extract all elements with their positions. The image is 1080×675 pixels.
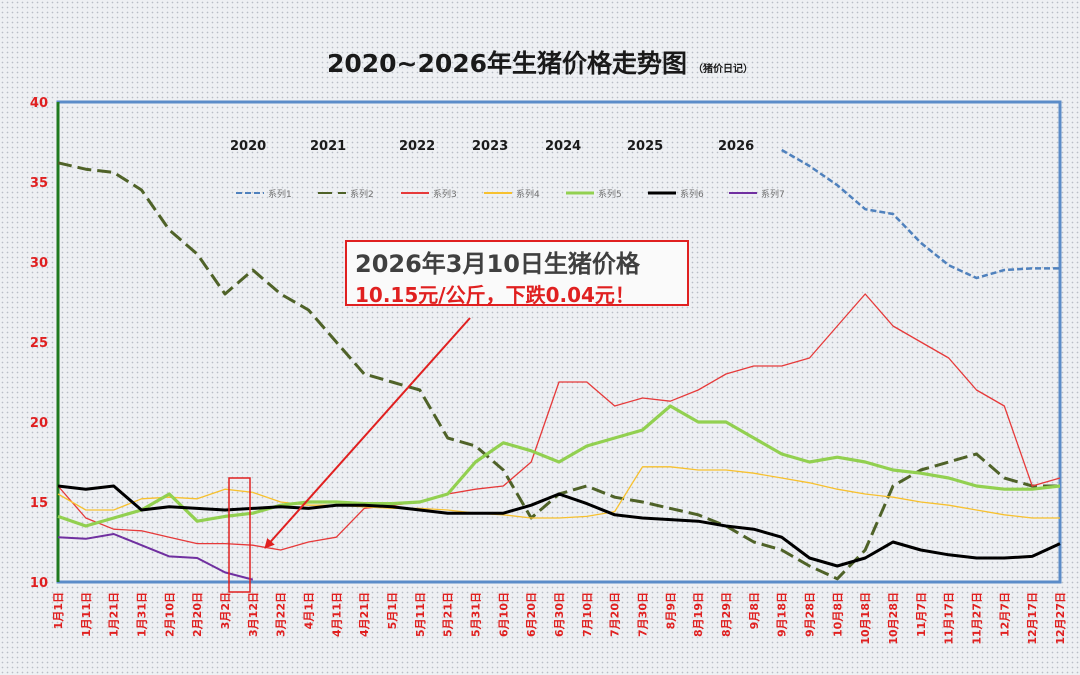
series-line [57, 161, 1060, 581]
callout-arrow [264, 317, 471, 549]
x-tick-label: 5月1日 [386, 592, 399, 629]
x-tick-label: 4月21日 [358, 592, 371, 637]
x-tick-label: 8月29日 [720, 592, 733, 637]
x-tick-label: 6月10日 [497, 592, 510, 637]
y-tick-label: 40 [30, 96, 48, 111]
x-tick-label: 3月12日 [247, 592, 260, 637]
legend-label: 系列3 [433, 188, 457, 200]
year-label: 2023 [472, 139, 508, 154]
x-tick-label: 5月21日 [442, 592, 455, 637]
year-label: 2022 [399, 139, 435, 154]
legend-label: 系列6 [680, 188, 704, 200]
y-tick-label: 15 [30, 496, 48, 511]
x-tick-label: 4月1日 [303, 592, 316, 629]
legend-label: 系列5 [598, 188, 622, 200]
x-tick-label: 6月30日 [553, 592, 566, 637]
legend-label: 系列4 [516, 188, 540, 200]
year-label: 2026 [718, 139, 754, 154]
x-tick-label: 10月18日 [859, 592, 872, 645]
highlight-box [228, 477, 251, 593]
x-tick-label: 1月11日 [80, 592, 93, 637]
chart-title: 2020~2026年生猪价格走势图 （猪价日记） [0, 44, 1080, 80]
x-tick-label: 7月30日 [637, 592, 650, 637]
x-tick-label: 8月9日 [664, 592, 677, 629]
x-tick-label: 1月31日 [136, 592, 149, 637]
x-tick-label: 9月18日 [776, 592, 789, 637]
series-line [57, 293, 1061, 551]
series-line [781, 148, 1060, 280]
y-tick-label: 10 [30, 576, 48, 591]
x-tick-label: 3月22日 [275, 592, 288, 637]
series-line [57, 533, 254, 581]
callout-price-line: 10.15元/公斤，下跌0.04元！ [355, 283, 635, 307]
x-tick-label: 11月17日 [943, 592, 956, 645]
y-tick-label: 25 [30, 336, 48, 351]
y-tick-label: 35 [30, 176, 48, 191]
chart-subtitle: （猪价日记） [693, 64, 754, 75]
legend-label: 系列1 [268, 188, 292, 200]
x-tick-label: 12月17日 [1026, 592, 1039, 645]
x-tick-label: 4月11日 [330, 592, 343, 637]
price-callout: 2026年3月10日生猪价格 10.15元/公斤，下跌0.04元！ [345, 240, 689, 307]
series-line [57, 404, 1061, 528]
year-label: 2025 [627, 139, 663, 154]
x-tick-label: 11月27日 [971, 592, 984, 645]
x-tick-label: 7月20日 [609, 592, 622, 637]
y-tick-label: 20 [30, 416, 48, 431]
year-label: 2024 [545, 139, 581, 154]
x-tick-label: 12月7日 [998, 592, 1011, 637]
x-tick-label: 1月21日 [108, 592, 121, 637]
x-tick-label: 10月28日 [887, 592, 900, 645]
chart-title-text: 2020~2026年生猪价格走势图 [326, 49, 688, 78]
callout-date-line: 2026年3月10日生猪价格 [355, 250, 640, 278]
x-tick-label: 11月7日 [915, 592, 928, 637]
x-tick-label: 6月20日 [525, 592, 538, 637]
legend-label: 系列7 [761, 188, 785, 200]
x-tick-label: 7月10日 [581, 592, 594, 637]
legend-label: 系列2 [350, 188, 374, 200]
x-tick-label: 9月8日 [748, 592, 761, 629]
year-label: 2020 [230, 139, 266, 154]
x-tick-label: 2月10日 [163, 592, 176, 637]
x-tick-label: 3月2日 [219, 592, 232, 629]
x-tick-label: 5月11日 [414, 592, 427, 637]
x-tick-label: 12月27日 [1054, 592, 1067, 645]
x-tick-label: 2月20日 [191, 592, 204, 637]
series-line [57, 484, 1061, 568]
x-tick-label: 1月1日 [52, 592, 65, 629]
x-tick-label: 8月19日 [692, 592, 705, 637]
x-tick-label: 10月8日 [831, 592, 844, 637]
series-line [57, 466, 1060, 519]
x-tick-label: 9月28日 [804, 592, 817, 637]
y-tick-label: 30 [30, 256, 48, 271]
year-label: 2021 [310, 139, 346, 154]
x-tick-label: 5月31日 [470, 592, 483, 637]
